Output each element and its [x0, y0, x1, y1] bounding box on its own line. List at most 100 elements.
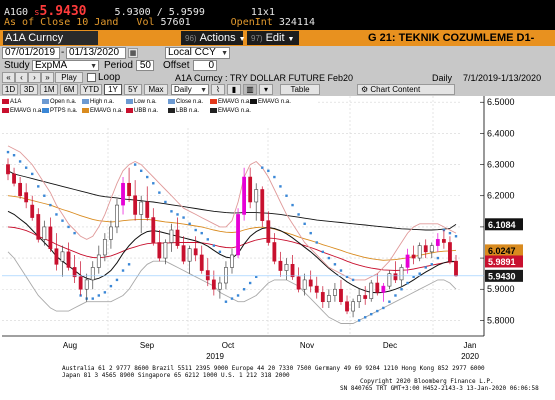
price-tag-label: 5.9430 — [488, 271, 516, 281]
y-tick-label: 6.3000 — [487, 160, 515, 170]
ptps-marker — [164, 200, 167, 204]
y-tick-label: 6.2000 — [487, 191, 515, 201]
candle-body — [90, 267, 95, 281]
price-tag — [485, 255, 523, 268]
ptps-marker — [79, 294, 82, 297]
candle-body — [30, 204, 35, 218]
ptps-marker — [370, 312, 373, 316]
edit-button[interactable]: 97) Edit ▼ — [247, 31, 299, 45]
candle-body — [199, 254, 204, 271]
as-of-close: As of Close 10 Jand — [4, 17, 119, 28]
price-tag-label: 6.1084 — [488, 220, 516, 230]
candle-body — [133, 195, 138, 215]
chevron-down-icon: ▼ — [90, 63, 97, 70]
ptps-marker — [115, 278, 119, 282]
security-field[interactable]: A1A Curncy — [3, 31, 98, 45]
period-6m[interactable]: 6M — [60, 84, 78, 95]
rewind-icon[interactable]: « — [2, 72, 15, 83]
table-button[interactable]: Table — [280, 84, 320, 95]
bid-ask: 5.9300 / 5.9599 — [114, 7, 205, 18]
ptps-marker — [255, 275, 258, 278]
interval-select[interactable]: Daily ▼ — [171, 84, 209, 95]
actions-button[interactable]: 96) Actions ▼ — [181, 31, 246, 45]
ptps-marker — [394, 294, 397, 297]
candle-body — [115, 204, 119, 228]
calendar-icon[interactable]: ▦ — [128, 48, 138, 58]
last-price: 5.9430 — [39, 4, 87, 19]
ptps-marker — [454, 235, 458, 238]
ptps-marker — [376, 309, 379, 313]
candle-body — [333, 288, 337, 296]
line-chart-icon[interactable]: ⌇ — [211, 84, 225, 95]
ptps-marker — [291, 203, 294, 207]
candle-body — [369, 282, 374, 299]
legend-label: EMAVG n.a. — [90, 108, 123, 115]
function-title: G 21: TEKNIK COZUMLEME D1-TRE — [368, 32, 535, 58]
footer-copyright: Copyright 2020 Bloomberg Finance L.P. — [360, 378, 494, 385]
candle-body — [411, 254, 416, 259]
start-date-input[interactable]: 07/01/2019 — [2, 47, 60, 59]
bid-ask-size: 11x1 — [250, 7, 275, 18]
y-tick-label: 6.4000 — [487, 128, 515, 138]
ptps-marker — [230, 297, 234, 300]
ptps-marker — [73, 231, 76, 235]
ptps-marker — [412, 275, 415, 278]
candle-body — [236, 214, 240, 256]
currency-select[interactable]: Local CCY ▼ — [165, 47, 230, 59]
chevron-down-icon: ▼ — [221, 50, 228, 57]
ptps-marker — [12, 154, 16, 157]
legend-label: Low n.a. — [134, 99, 157, 106]
function-bar: A1A Curncy 96) Actions ▼ 97) Edit ▼ G 21: TE… — [0, 30, 555, 58]
candle-body — [296, 276, 301, 290]
ptps-marker — [303, 222, 306, 225]
ptps-marker — [31, 172, 34, 176]
end-date-input[interactable]: 01/13/2020 — [66, 47, 126, 59]
footer-contacts-2: Japan 81 3 4565 8900 Singapore 65 6212 1… — [62, 372, 290, 379]
chart-canvas[interactable]: 6.50006.40006.30006.20006.10006.00005.90… — [0, 96, 555, 364]
dropdown-icon[interactable]: ▾ — [259, 84, 273, 95]
candle-body — [60, 251, 65, 262]
ptps-marker — [388, 300, 391, 303]
legend-label: EMAVG n.a. — [10, 108, 43, 115]
price-chart[interactable]: 6.50006.40006.30006.20006.10006.00005.90… — [0, 96, 555, 364]
period-input[interactable]: 50 — [136, 60, 154, 71]
period-3d[interactable]: 3D — [20, 84, 38, 95]
step-forward-icon[interactable]: › — [28, 72, 41, 83]
ptps-marker — [200, 231, 203, 235]
date-range-row: 07/01/2019 - 01/13/2020 ▦ Local CCY ▼ — [0, 46, 555, 60]
offset-input[interactable]: 0 — [193, 60, 217, 71]
candle-body — [308, 279, 313, 287]
period-5y[interactable]: 5Y — [124, 84, 142, 95]
period-ytd[interactable]: YTD — [80, 84, 102, 95]
period-1m[interactable]: 1M — [40, 84, 58, 95]
candle-body — [284, 264, 289, 271]
legend-item: EMAVG n.a. — [210, 108, 251, 115]
chart-content-button[interactable]: ⚙ Chart Content — [357, 84, 455, 95]
candlestick-icon[interactable]: ▮ — [227, 84, 241, 95]
step-back-icon[interactable]: ‹ — [15, 72, 28, 83]
play-button[interactable]: Play — [55, 72, 83, 83]
playback-toolbar: « ‹ › » Play Loop A1A Curncy : TRY DOLLA… — [0, 72, 555, 84]
legend-swatch — [42, 108, 49, 113]
ptps-marker — [6, 150, 10, 154]
openint-value: 324114 — [278, 17, 315, 28]
period-1y[interactable]: 1Y — [104, 84, 122, 95]
gear-icon: ⚙ — [361, 85, 369, 94]
fast-forward-icon[interactable]: » — [41, 72, 54, 83]
study-select[interactable]: ExpMA ▼ — [32, 60, 99, 71]
legend-item: Open n.a. — [42, 99, 76, 106]
legend-label: PTPS n.a. — [50, 108, 78, 115]
candle-body — [387, 273, 392, 287]
ptps-marker — [400, 288, 403, 291]
period-max[interactable]: Max — [144, 84, 168, 95]
legend-swatch — [82, 99, 89, 104]
ptps-marker — [315, 241, 318, 244]
legend-label: EMAVG n.a. — [218, 99, 251, 106]
ptps-marker — [176, 213, 179, 216]
ptps-marker — [382, 306, 385, 310]
loop-checkbox[interactable] — [87, 73, 96, 82]
candle-body — [417, 245, 422, 259]
legend-item: Low n.a. — [126, 99, 157, 106]
period-1d[interactable]: 1D — [2, 84, 18, 95]
bar-chart-icon[interactable]: ▥ — [243, 84, 257, 95]
